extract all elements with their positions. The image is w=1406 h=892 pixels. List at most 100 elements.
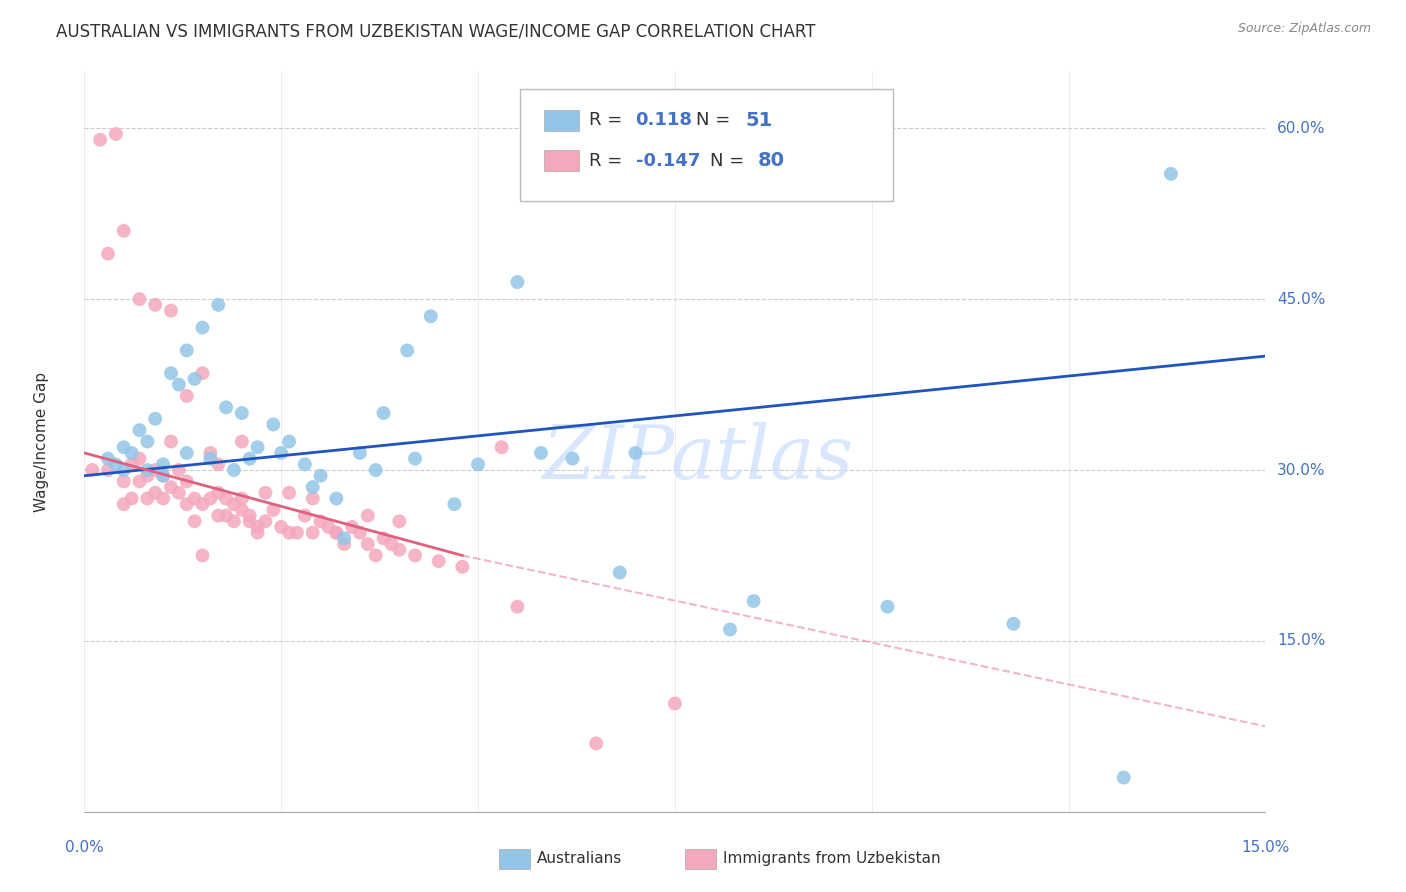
Point: [200, 491, 222, 506]
Point: [270, 446, 292, 460]
Point: [231, 406, 253, 420]
Point: [222, 463, 245, 477]
Text: 0.0%: 0.0%: [65, 840, 104, 855]
Point: [97, 246, 120, 260]
Point: [246, 520, 269, 534]
Point: [301, 525, 323, 540]
Point: [876, 599, 898, 614]
Point: [333, 532, 356, 546]
Point: [136, 463, 159, 477]
Point: [419, 310, 441, 324]
Point: [128, 423, 150, 437]
Text: Australians: Australians: [537, 851, 623, 865]
Point: [609, 566, 631, 580]
Point: [380, 537, 402, 551]
Point: [325, 491, 347, 506]
Text: Wage/Income Gap: Wage/Income Gap: [34, 371, 49, 512]
Point: [152, 468, 174, 483]
Text: ZIPatlas: ZIPatlas: [543, 423, 853, 495]
Point: [301, 480, 323, 494]
Point: [82, 463, 104, 477]
Text: 45.0%: 45.0%: [1277, 292, 1326, 307]
Point: [121, 491, 143, 506]
Point: [104, 127, 127, 141]
Point: [200, 451, 222, 466]
Point: [167, 377, 190, 392]
Point: [143, 411, 166, 425]
Point: [215, 508, 238, 523]
Text: N =: N =: [696, 112, 735, 129]
Text: AUSTRALIAN VS IMMIGRANTS FROM UZBEKISTAN WAGE/INCOME GAP CORRELATION CHART: AUSTRALIAN VS IMMIGRANTS FROM UZBEKISTAN…: [56, 22, 815, 40]
Point: [104, 458, 127, 472]
Point: [97, 451, 120, 466]
Point: [396, 343, 419, 358]
Point: [128, 475, 150, 489]
Point: [254, 485, 277, 500]
Point: [128, 292, 150, 306]
Point: [207, 458, 229, 472]
Point: [349, 525, 371, 540]
Point: [742, 594, 765, 608]
Text: 51: 51: [745, 111, 772, 130]
Point: [624, 446, 647, 460]
Point: [167, 463, 190, 477]
Point: [278, 525, 301, 540]
Point: [246, 525, 269, 540]
Point: [143, 298, 166, 312]
Text: Source: ZipAtlas.com: Source: ZipAtlas.com: [1237, 22, 1371, 36]
Point: [357, 537, 380, 551]
Point: [294, 458, 316, 472]
Point: [152, 468, 174, 483]
Point: [294, 508, 316, 523]
Point: [112, 475, 135, 489]
Point: [246, 440, 269, 454]
Point: [231, 491, 253, 506]
Point: [443, 497, 465, 511]
Point: [388, 542, 411, 557]
Point: [333, 537, 356, 551]
Point: [1160, 167, 1182, 181]
Point: [388, 514, 411, 528]
Point: [364, 463, 387, 477]
Point: [349, 446, 371, 460]
Text: R =: R =: [589, 152, 628, 169]
Text: Immigrants from Uzbekistan: Immigrants from Uzbekistan: [723, 851, 941, 865]
Point: [160, 303, 183, 318]
Point: [1112, 771, 1135, 785]
Point: [467, 458, 489, 472]
Point: [176, 446, 198, 460]
Point: [112, 224, 135, 238]
Point: [506, 275, 529, 289]
Point: [183, 491, 205, 506]
Point: [136, 468, 159, 483]
Point: [222, 514, 245, 528]
Point: [143, 463, 166, 477]
Point: [262, 503, 284, 517]
Point: [1002, 616, 1025, 631]
Point: [136, 491, 159, 506]
Point: [97, 463, 120, 477]
Point: [128, 451, 150, 466]
Text: 60.0%: 60.0%: [1277, 120, 1326, 136]
Text: 15.0%: 15.0%: [1241, 840, 1289, 855]
Text: 0.118: 0.118: [636, 112, 693, 129]
Point: [239, 508, 262, 523]
Point: [373, 406, 395, 420]
Point: [176, 475, 198, 489]
Point: [112, 497, 135, 511]
Point: [160, 480, 183, 494]
Point: [160, 434, 183, 449]
Point: [309, 514, 332, 528]
Point: [222, 497, 245, 511]
Point: [364, 549, 387, 563]
Point: [373, 532, 395, 546]
Point: [143, 485, 166, 500]
Point: [215, 401, 238, 415]
Point: [278, 485, 301, 500]
Point: [718, 623, 741, 637]
Point: [561, 451, 583, 466]
Point: [427, 554, 450, 568]
Point: [239, 451, 262, 466]
Point: [530, 446, 553, 460]
Point: [254, 514, 277, 528]
